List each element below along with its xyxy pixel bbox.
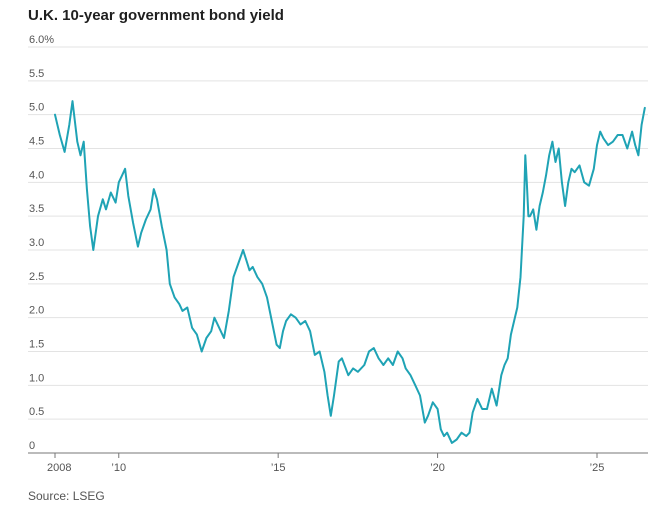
x-tick-label: ’20	[430, 462, 445, 474]
y-axis-ticks: 0 0.5 1.0 1.5 2.0 2.5 3.0 3.5 4.0 4.5 5.0 5.5 6.0%	[29, 34, 54, 452]
y-tick-label: 6.0%	[29, 34, 54, 46]
chart-title: U.K. 10-year government bond yield	[28, 7, 284, 24]
y-tick-label: 5.0	[29, 102, 44, 114]
y-tick-label: 3.0	[29, 237, 44, 249]
gridlines	[28, 46, 648, 454]
y-tick-label: 0	[29, 440, 35, 452]
y-tick-label: 2.5	[29, 271, 44, 283]
y-tick-label: 5.5	[29, 68, 44, 80]
x-tick-label: ’15	[271, 462, 286, 474]
series-layer	[54, 100, 646, 444]
series-line	[54, 100, 646, 444]
y-tick-label: 0.5	[29, 406, 44, 418]
source-note: Source: LSEG	[28, 489, 105, 503]
y-tick-label: 4.0	[29, 169, 44, 181]
x-axis-ticks: 2008 ’10 ’15 ’20 ’25	[47, 453, 604, 474]
x-tick-label: 2008	[47, 462, 71, 474]
x-tick-label: ’25	[590, 462, 605, 474]
x-tick-label: ’10	[111, 462, 126, 474]
y-tick-label: 4.5	[29, 136, 44, 148]
y-tick-label: 2.0	[29, 305, 44, 317]
y-tick-label: 1.0	[29, 372, 44, 384]
y-tick-label: 3.5	[29, 203, 44, 215]
y-tick-label: 1.5	[29, 339, 44, 351]
